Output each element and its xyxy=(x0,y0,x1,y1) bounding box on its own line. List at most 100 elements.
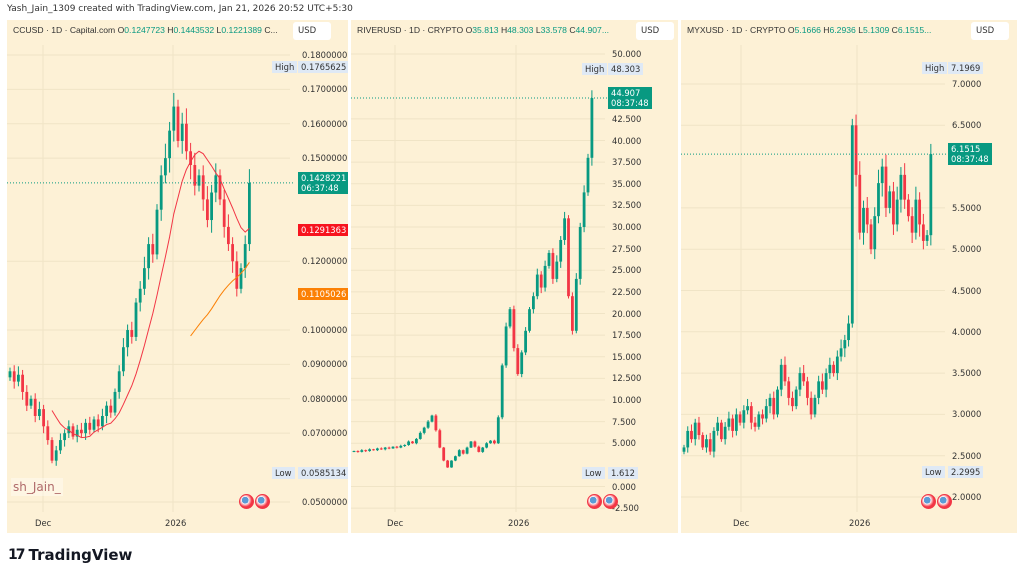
candle-body xyxy=(176,106,180,141)
candle-body xyxy=(820,381,824,390)
candle-body xyxy=(430,415,434,422)
candle-body xyxy=(235,261,239,289)
candle-body xyxy=(96,419,100,427)
economic-events[interactable] xyxy=(921,494,953,512)
candle-body xyxy=(686,430,690,448)
high-label: High xyxy=(922,61,948,74)
candle-body xyxy=(555,261,559,279)
price-axis-label: 10.000 xyxy=(612,395,642,405)
us-flag-icon[interactable] xyxy=(239,494,254,509)
candle-body xyxy=(925,235,929,241)
ohlc-o-value: 0.1247723 xyxy=(124,25,165,35)
price-axis-label: 0.1000000 xyxy=(302,325,348,336)
candle-body xyxy=(193,165,197,186)
ohlc-l-value: 5.1309 xyxy=(862,25,890,35)
tradingview-logo[interactable]: 17 TradingView xyxy=(8,546,132,564)
currency-button[interactable]: USD xyxy=(636,22,674,40)
us-flag-icon[interactable] xyxy=(921,494,936,509)
candle-body xyxy=(101,415,104,427)
candle-body xyxy=(17,374,20,382)
time-axis-label: Dec xyxy=(35,518,52,528)
candle-body xyxy=(798,373,802,390)
economic-events[interactable] xyxy=(239,494,271,512)
currency-button[interactable]: USD xyxy=(971,22,1009,40)
price-axis-label: 0.1500000 xyxy=(302,153,348,164)
watermark: sh_Jain_ xyxy=(11,478,63,496)
candle-body xyxy=(92,419,96,430)
us-flag-icon[interactable] xyxy=(255,494,270,509)
candle-body xyxy=(352,451,356,453)
candle-body xyxy=(921,224,925,241)
candle-body xyxy=(734,414,738,431)
candle-body xyxy=(481,447,485,452)
ma-slow-line xyxy=(190,262,250,337)
symbol-legend[interactable]: CCUSD · 1D · Capital.com O0.1247723 H0.1… xyxy=(13,25,278,36)
ohlc-c-label: C xyxy=(891,25,898,35)
ohlc-l-value: 33.578 xyxy=(540,25,567,35)
candle-body xyxy=(356,451,360,453)
price-axis-label: 4.5000 xyxy=(952,285,982,296)
candle-body xyxy=(84,422,87,434)
candle-body xyxy=(888,191,892,208)
low-label: Low xyxy=(922,466,945,479)
us-flag-icon[interactable] xyxy=(937,494,952,509)
candle-body xyxy=(914,199,918,233)
chart-panel-2[interactable]: MYXUSD · 1D · CRYPTO O5.1666 H6.2936 L5.… xyxy=(681,20,1017,533)
candle-body xyxy=(489,440,492,444)
price-axis-label: 0.0800000 xyxy=(302,393,348,404)
high-value-tag: 48.303 xyxy=(608,62,644,75)
price-axis-label: 37.500 xyxy=(612,157,642,168)
currency-button[interactable]: USD xyxy=(293,22,331,40)
ohlc-o-label: O xyxy=(117,25,125,35)
candle-body xyxy=(504,326,508,366)
last-price-tag: 0.1428221 06:37:48 xyxy=(298,171,348,194)
candlestick-plot[interactable] xyxy=(681,20,1017,533)
last-price-tag: 44.907 08:37:48 xyxy=(608,87,652,110)
last-price-value: 44.907 xyxy=(611,88,641,99)
ohlc-o-label: O xyxy=(787,25,795,35)
candle-body xyxy=(835,356,839,374)
candle-body xyxy=(485,443,488,448)
candle-body xyxy=(590,98,594,158)
candle-body xyxy=(551,252,555,279)
candle-body xyxy=(376,448,379,451)
us-flag-icon[interactable] xyxy=(603,494,618,509)
candle-body xyxy=(403,444,407,446)
candlestick-plot[interactable] xyxy=(351,20,678,533)
candle-body xyxy=(843,340,847,349)
candle-body xyxy=(395,446,399,448)
ohlc-h-label: H xyxy=(823,25,830,35)
candle-body xyxy=(768,397,772,407)
candle-body xyxy=(411,441,414,444)
brand-name: TradingView xyxy=(28,546,133,564)
candlestick-plot[interactable] xyxy=(7,20,348,533)
candle-body xyxy=(496,417,500,444)
ohlc-h-label: H xyxy=(167,25,174,35)
candle-body xyxy=(828,364,832,374)
candle-body xyxy=(563,218,566,240)
candle-body xyxy=(701,435,705,448)
ohlc-c-value: 6.1515... xyxy=(897,25,932,35)
candle-body xyxy=(38,409,41,416)
candle-body xyxy=(46,426,50,441)
candle-body xyxy=(806,381,809,398)
candle-body xyxy=(210,192,213,221)
symbol-legend[interactable]: MYXUSD · 1D · CRYPTO O5.1666 H6.2936 L5.… xyxy=(687,25,931,36)
candle-body xyxy=(520,352,524,375)
candle-body xyxy=(720,422,723,440)
candle-body xyxy=(442,447,446,461)
candle-body xyxy=(201,175,205,200)
ohlc-o-label: O xyxy=(465,25,473,35)
candle-body xyxy=(113,391,117,413)
chart-panel-1[interactable]: RIVERUSD · 1D · CRYPTO O35.813 H48.303 L… xyxy=(351,20,678,533)
candle-body xyxy=(457,450,461,457)
candle-body xyxy=(862,207,865,233)
candle-body xyxy=(473,441,477,447)
last-price-tag: 6.1515 08:37:48 xyxy=(948,143,992,166)
ma-fast-tag: 0.1291363 xyxy=(298,223,348,236)
economic-events[interactable] xyxy=(587,494,619,512)
symbol-legend[interactable]: RIVERUSD · 1D · CRYPTO O35.813 H48.303 L… xyxy=(357,25,609,36)
us-flag-icon[interactable] xyxy=(587,494,602,509)
chart-panel-0[interactable]: CCUSD · 1D · Capital.com O0.1247723 H0.1… xyxy=(7,20,348,533)
candle-body xyxy=(712,430,716,452)
